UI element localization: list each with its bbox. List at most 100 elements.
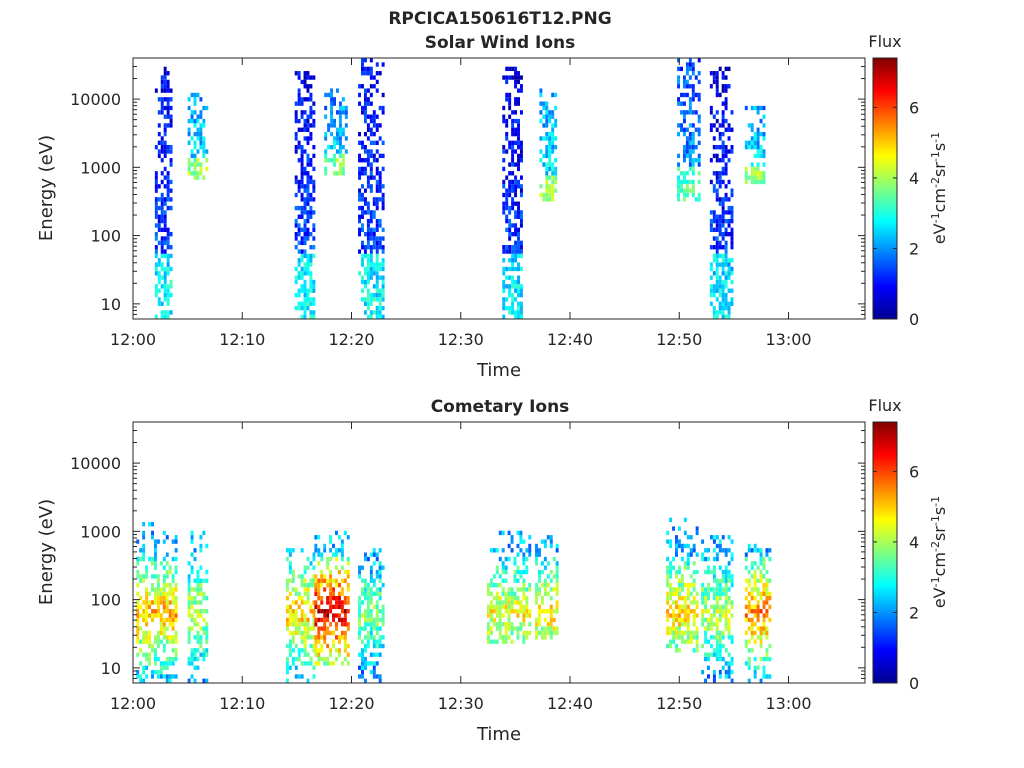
heatmap-cell [300, 110, 304, 115]
heatmap-cell [317, 635, 321, 640]
heatmap-cell [505, 245, 509, 250]
heatmap-cell [517, 314, 520, 319]
heatmap-cell [378, 71, 382, 76]
heatmap-cell [378, 591, 382, 596]
heatmap-cell [333, 97, 336, 102]
heatmap-cell [762, 604, 766, 610]
heatmap-cell [715, 197, 719, 202]
heatmap-cell [381, 262, 385, 267]
heatmap-cell [329, 604, 333, 610]
heatmap-cell [306, 188, 310, 193]
heatmap-cell [312, 600, 316, 605]
heatmap-cell [151, 574, 154, 579]
heatmap-cell [154, 284, 158, 289]
heatmap-cell [154, 145, 158, 150]
heatmap-cell [330, 97, 334, 102]
heatmap-cell [300, 639, 304, 644]
heatmap-cell [513, 578, 517, 583]
heatmap-cell [317, 626, 321, 631]
heatmap-cell [205, 578, 209, 583]
heatmap-cell [519, 88, 523, 93]
heatmap-cell [306, 258, 310, 263]
heatmap-cell [715, 279, 719, 285]
heatmap-cell [514, 297, 518, 302]
heatmap-cell [555, 582, 559, 588]
heatmap-cell [507, 600, 511, 605]
heatmap-cell [300, 305, 304, 311]
heatmap-cell [697, 79, 701, 85]
heatmap-cell [294, 114, 298, 119]
heatmap-cell [306, 197, 310, 202]
heatmap-cell [309, 297, 313, 302]
heatmap-cell [511, 249, 515, 254]
heatmap-cell [285, 661, 289, 666]
heatmap-cell [712, 258, 716, 263]
heatmap-cell [312, 223, 316, 228]
heatmap-cell [312, 184, 316, 189]
heatmap-cell [730, 552, 734, 557]
heatmap-cell [153, 548, 157, 553]
heatmap-cell [555, 578, 559, 583]
heatmap-cell [163, 131, 167, 137]
heatmap-cell [549, 613, 553, 618]
heatmap-cell [309, 262, 313, 267]
heatmap-cell [715, 626, 719, 631]
heatmap-cell [199, 127, 203, 132]
heatmap-cell [378, 626, 382, 631]
heatmap-cell [685, 192, 689, 198]
heatmap-cell [554, 105, 558, 111]
heatmap-cell [372, 227, 376, 232]
heatmap-cell [721, 656, 725, 662]
heatmap-cell [190, 149, 194, 154]
heatmap-cell [314, 648, 318, 653]
heatmap-cell [157, 223, 161, 228]
heatmap-cell [759, 630, 763, 636]
heatmap-cell [753, 543, 757, 549]
heatmap-cell [303, 266, 307, 272]
heatmap-cell [381, 258, 385, 263]
heatmap-cell [169, 118, 173, 124]
heatmap-cell [358, 205, 362, 211]
heatmap-cell [701, 596, 705, 601]
heatmap-cell [196, 118, 200, 124]
heatmap-cell [495, 604, 499, 610]
heatmap-cell [680, 543, 684, 549]
heatmap-cell [300, 613, 304, 618]
heatmap-cell [704, 656, 708, 662]
heatmap-cell [366, 210, 370, 215]
heatmap-cell [505, 149, 509, 154]
heatmap-cell [715, 591, 719, 596]
heatmap-cell [508, 249, 512, 254]
heatmap-cell [375, 626, 379, 631]
heatmap-cell [727, 561, 731, 566]
heatmap-cell [724, 262, 728, 267]
heatmap-cell [340, 543, 344, 549]
heatmap-cell [381, 201, 385, 206]
heatmap-cell [323, 613, 327, 618]
heatmap-cell [718, 613, 722, 618]
heatmap-cell [288, 561, 292, 566]
heatmap-cell [691, 110, 695, 115]
y-tick-label: 100 [90, 227, 121, 246]
heatmap-cell [712, 548, 716, 553]
x-tick-label: 12:30 [438, 330, 484, 349]
heatmap-cell [535, 622, 538, 627]
heatmap-cell [372, 240, 376, 246]
heatmap-cell [344, 105, 348, 111]
heatmap-cell [551, 127, 555, 132]
heatmap-cell [171, 674, 175, 679]
heatmap-cell [375, 62, 379, 67]
heatmap-cell [759, 656, 763, 662]
heatmap-cell [750, 123, 754, 128]
heatmap-cell [768, 548, 772, 553]
heatmap-cell [672, 526, 676, 531]
heatmap-cell [369, 622, 373, 627]
heatmap-cell [672, 639, 676, 644]
heatmap-cell [193, 648, 197, 653]
heatmap-cell [297, 179, 301, 185]
heatmap-cell [363, 310, 367, 315]
heatmap-cell [542, 136, 546, 141]
heatmap-cell [300, 153, 304, 159]
heatmap-cell [288, 643, 292, 649]
heatmap-cell [205, 648, 209, 653]
